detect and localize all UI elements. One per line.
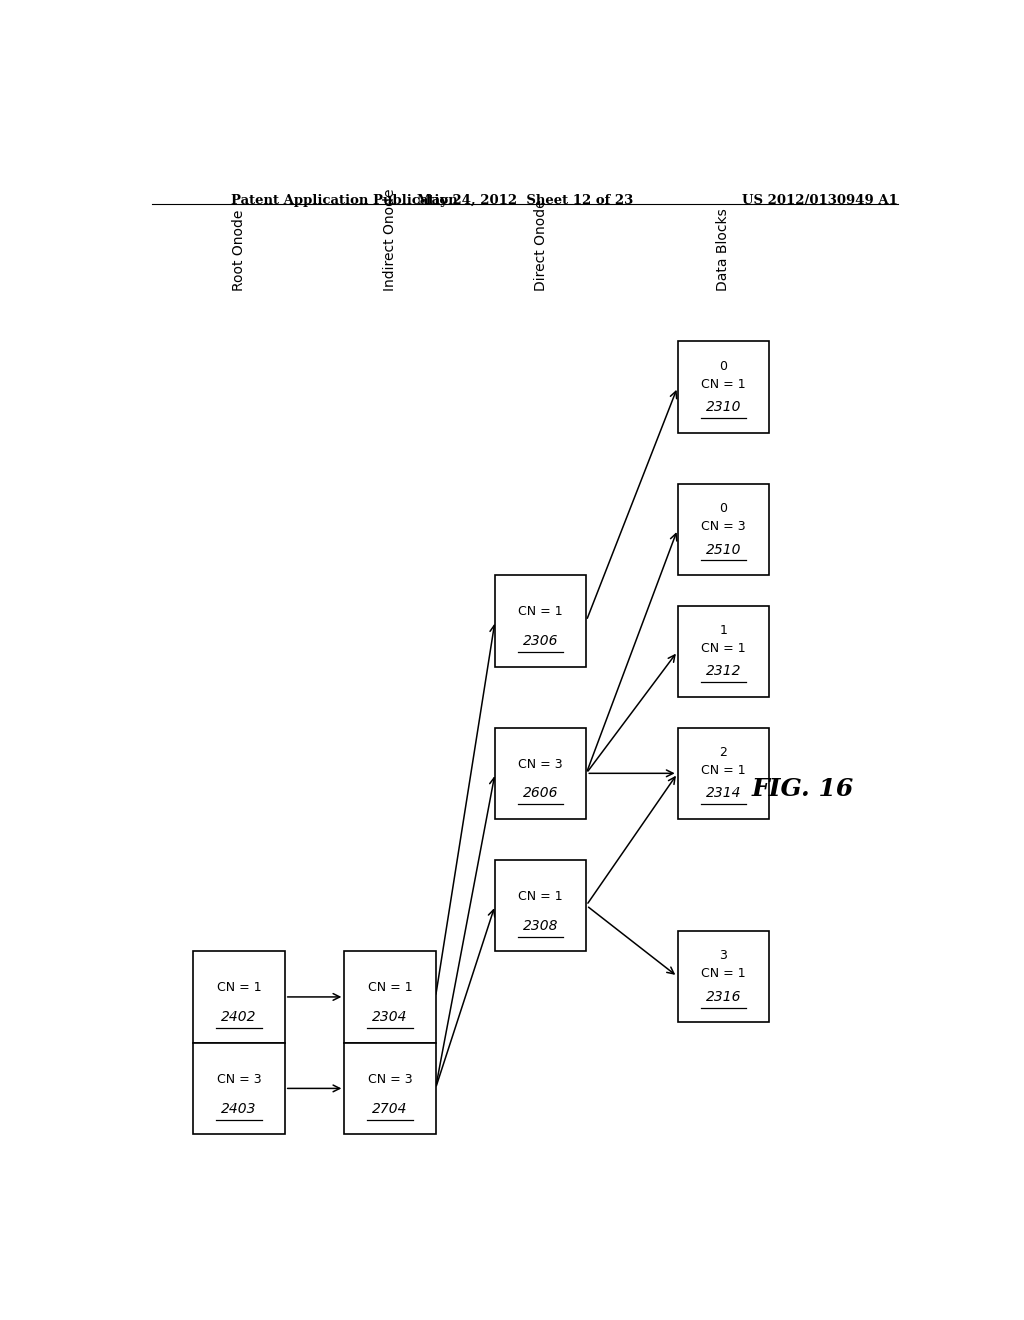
Text: Data Blocks: Data Blocks xyxy=(716,207,730,290)
Text: Indirect Onode: Indirect Onode xyxy=(383,187,397,290)
Text: 2316: 2316 xyxy=(706,990,741,1003)
Text: CN = 3: CN = 3 xyxy=(368,1073,413,1086)
Bar xyxy=(678,931,769,1022)
Bar xyxy=(194,1043,285,1134)
Bar xyxy=(344,952,435,1043)
Text: CN = 1: CN = 1 xyxy=(518,605,563,618)
Text: 2403: 2403 xyxy=(221,1101,257,1115)
Bar xyxy=(678,606,769,697)
Text: CN = 1: CN = 1 xyxy=(700,642,745,655)
Text: 1: 1 xyxy=(719,624,727,636)
Text: 2314: 2314 xyxy=(706,787,741,800)
Bar xyxy=(678,342,769,433)
Text: 2: 2 xyxy=(719,746,727,759)
Text: 2306: 2306 xyxy=(523,634,558,648)
Text: 0: 0 xyxy=(719,502,727,515)
Text: CN = 1: CN = 1 xyxy=(217,981,261,994)
Text: 2606: 2606 xyxy=(523,787,558,800)
Text: CN = 1: CN = 1 xyxy=(368,981,413,994)
Text: 3: 3 xyxy=(719,949,727,962)
Text: US 2012/0130949 A1: US 2012/0130949 A1 xyxy=(742,194,898,207)
Bar xyxy=(495,859,587,952)
Text: 2704: 2704 xyxy=(372,1101,408,1115)
Text: CN = 1: CN = 1 xyxy=(700,378,745,391)
Text: 2310: 2310 xyxy=(706,400,741,414)
Bar xyxy=(344,1043,435,1134)
Text: CN = 1: CN = 1 xyxy=(700,764,745,777)
Bar xyxy=(678,483,769,576)
Text: 0: 0 xyxy=(719,359,727,372)
Text: CN = 1: CN = 1 xyxy=(700,968,745,981)
Text: 2312: 2312 xyxy=(706,664,741,678)
Text: 2304: 2304 xyxy=(372,1010,408,1024)
Text: FIG. 16: FIG. 16 xyxy=(752,776,854,800)
Text: May 24, 2012  Sheet 12 of 23: May 24, 2012 Sheet 12 of 23 xyxy=(417,194,633,207)
Text: 2510: 2510 xyxy=(706,543,741,557)
Text: CN = 3: CN = 3 xyxy=(700,520,745,533)
Text: CN = 3: CN = 3 xyxy=(518,758,563,771)
Bar xyxy=(678,727,769,818)
Bar xyxy=(495,727,587,818)
Text: CN = 1: CN = 1 xyxy=(518,890,563,903)
Text: 2402: 2402 xyxy=(221,1010,257,1024)
Text: 2308: 2308 xyxy=(523,919,558,932)
Text: CN = 3: CN = 3 xyxy=(217,1073,261,1086)
Text: Root Onode: Root Onode xyxy=(232,209,246,290)
Bar xyxy=(495,576,587,667)
Text: Patent Application Publication: Patent Application Publication xyxy=(231,194,458,207)
Bar xyxy=(194,952,285,1043)
Text: Direct Onode: Direct Onode xyxy=(534,199,548,290)
